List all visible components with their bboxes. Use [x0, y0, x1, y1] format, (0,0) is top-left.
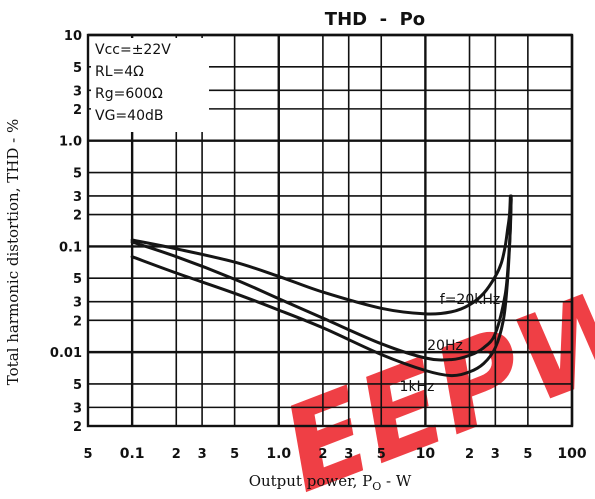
x-axis-label: Output power, PO - W — [249, 472, 412, 493]
condition-line: Rg=600Ω — [95, 86, 163, 102]
series-line-2 — [130, 197, 513, 378]
series-label-1: 20Hz — [427, 338, 463, 354]
x-tick-label: 3 — [344, 447, 353, 462]
conditions-legend: Vcc=±22V RL=4Ω Rg=600Ω VG=40dB — [95, 42, 171, 124]
x-tick-label: 5 — [230, 447, 239, 462]
y-tick-label: 1.0 — [59, 135, 82, 150]
x-tick-label: 5 — [523, 447, 532, 462]
plot-frame — [86, 33, 574, 428]
y-tick-label: 5 — [73, 167, 82, 182]
y-tick-label: 3 — [73, 296, 82, 311]
y-tick-label: 10 — [64, 29, 82, 44]
x-tick-label: 100 — [557, 446, 586, 462]
y-tick-label: 3 — [73, 84, 82, 99]
condition-line: VG=40dB — [95, 108, 163, 124]
x-tick-label: 0.1 — [120, 446, 145, 462]
chart-title: THD - Po — [325, 9, 425, 30]
y-tick-label: 5 — [73, 61, 82, 76]
x-tick-labels: 5 0.1 2 3 5 1.0 2 3 5 10 2 3 5 100 — [83, 446, 586, 462]
y-tick-label: 2 — [73, 314, 82, 329]
x-tick-label: 2 — [318, 447, 327, 462]
series-line-0 — [130, 194, 512, 316]
x-tick-label: 2 — [172, 447, 181, 462]
y-tick-label: 2 — [73, 209, 82, 224]
conditions-box — [91, 38, 209, 132]
x-tick-label: 3 — [491, 447, 500, 462]
x-tick-label: 5 — [377, 447, 386, 462]
series-lines — [130, 194, 513, 378]
x-tick-label: 3 — [198, 447, 207, 462]
y-tick-label: 5 — [73, 272, 82, 287]
y-tick-labels: 10 5 3 2 1.0 5 3 2 0.1 5 3 2 0.01 5 3 2 — [50, 29, 82, 435]
y-axis-label: Total harmonic distortion, THD - % — [4, 119, 22, 385]
series-label-0: f=20kHz — [440, 292, 500, 308]
series-labels: f=20kHz 20Hz 1kHz — [400, 292, 501, 395]
x-tick-label: 1.0 — [266, 446, 291, 462]
y-tick-label: 5 — [73, 378, 82, 393]
x-tick-label: 5 — [83, 447, 92, 462]
condition-line: Vcc=±22V — [95, 42, 171, 58]
y-tick-label: 2 — [73, 103, 82, 118]
condition-line: RL=4Ω — [95, 64, 144, 80]
y-tick-label: 0.01 — [50, 346, 82, 361]
y-tick-label: 3 — [73, 190, 82, 205]
y-tick-label: 2 — [73, 420, 82, 435]
series-label-2: 1kHz — [400, 379, 435, 395]
x-tick-label: 10 — [416, 446, 436, 462]
y-tick-label: 3 — [73, 401, 82, 416]
y-tick-label: 0.1 — [59, 240, 82, 255]
x-tick-label: 2 — [465, 447, 474, 462]
